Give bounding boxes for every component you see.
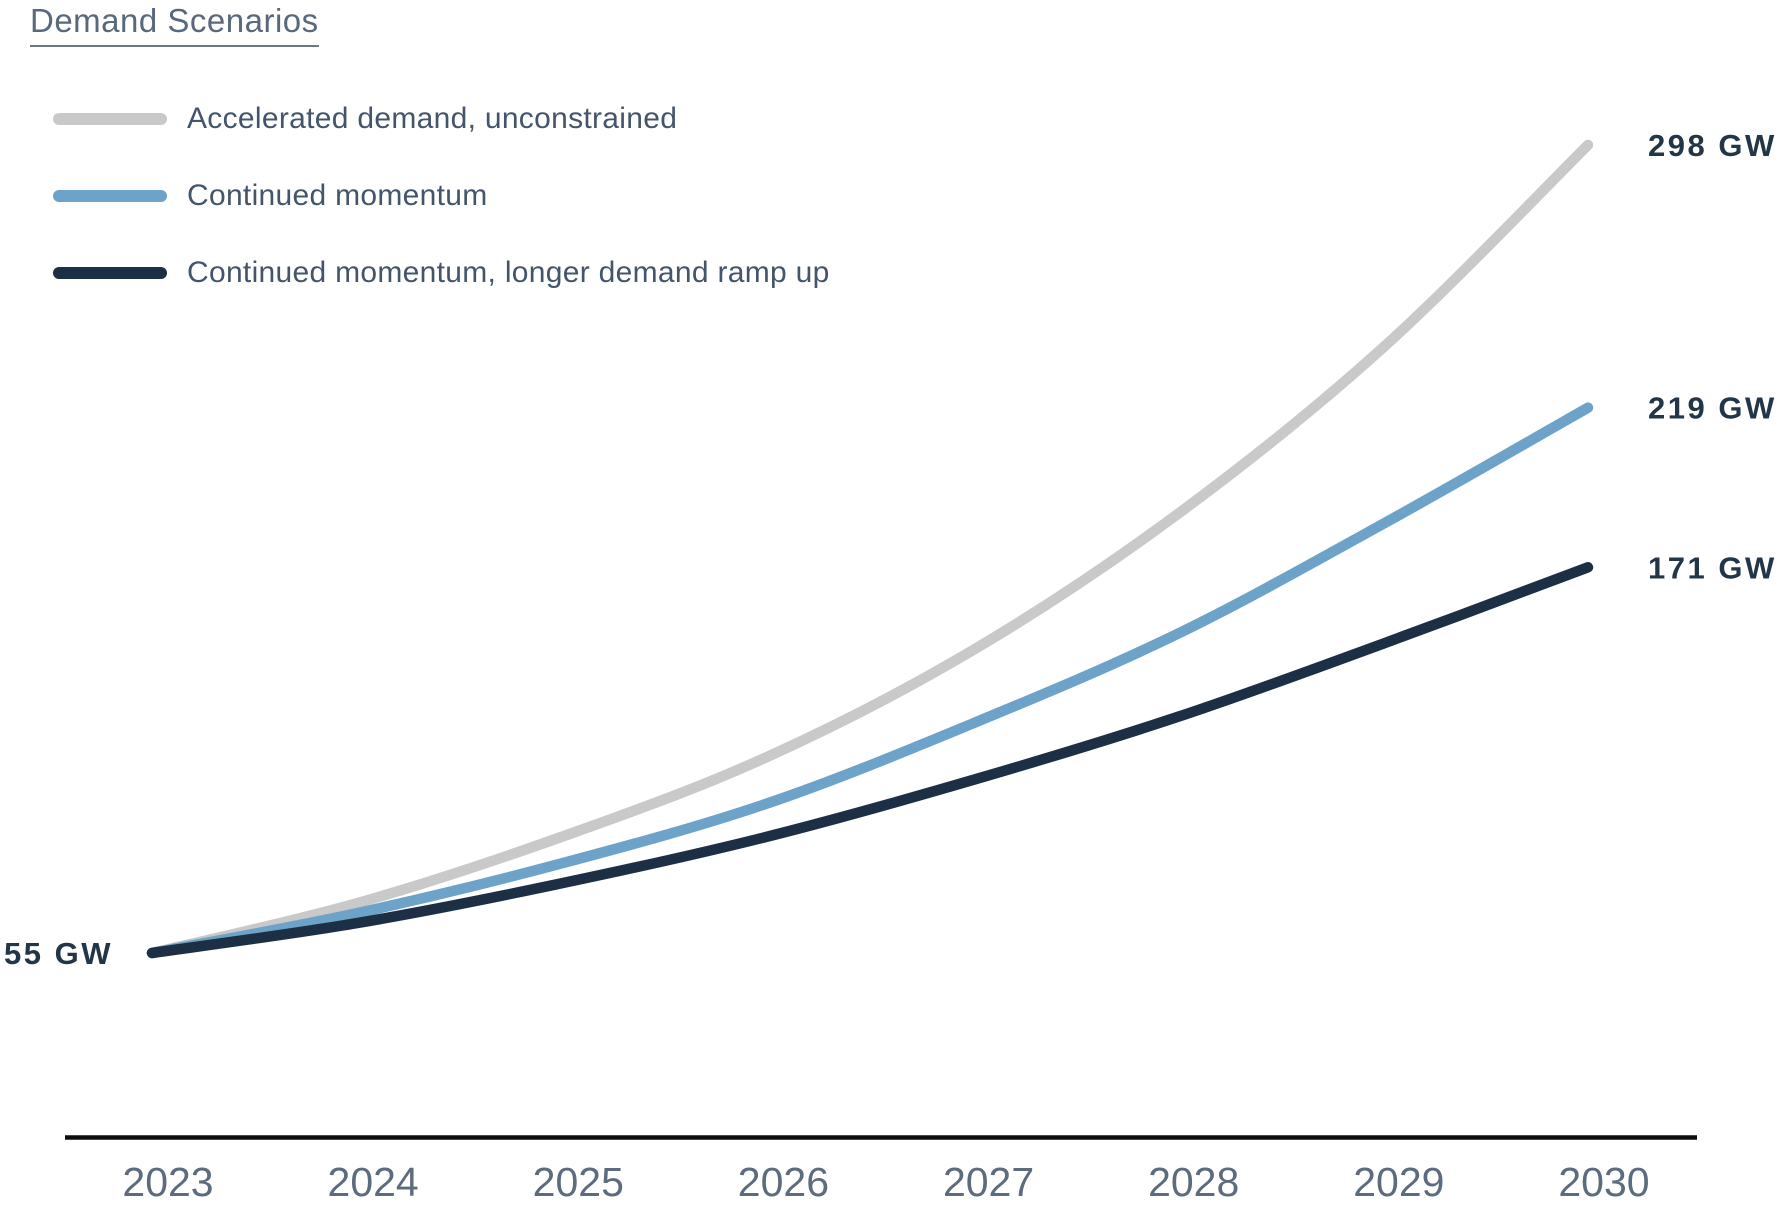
x-tick-label-2028: 2028 xyxy=(1148,1159,1239,1205)
legend-swatch-blue xyxy=(53,189,167,202)
legend-label: Accelerated demand, unconstrained xyxy=(187,101,678,135)
x-tick-label-2023: 2023 xyxy=(122,1159,213,1205)
legend-item-accelerated-demand: Accelerated demand, unconstrained xyxy=(53,80,830,157)
x-tick-label-2026: 2026 xyxy=(738,1159,829,1205)
chart-title: Demand Scenarios xyxy=(30,2,319,47)
x-tick-label-2024: 2024 xyxy=(328,1159,419,1205)
x-tick-label-2030: 2030 xyxy=(1558,1159,1649,1205)
value-label-2: 171 GW xyxy=(1648,550,1777,585)
legend-swatch-navy xyxy=(53,266,167,279)
legend-item-longer-ramp-up: Continued momentum, longer demand ramp u… xyxy=(53,234,830,311)
legend-label: Continued momentum, longer demand ramp u… xyxy=(187,255,830,289)
legend-label: Continued momentum xyxy=(187,178,488,212)
x-tick-label-2027: 2027 xyxy=(943,1159,1034,1205)
series-line-1 xyxy=(146,402,1594,959)
legend: Accelerated demand, unconstrained Contin… xyxy=(53,80,830,311)
legend-swatch-gray xyxy=(53,112,167,125)
x-tick-label-2029: 2029 xyxy=(1353,1159,1444,1205)
value-label-0: 298 GW xyxy=(1648,128,1777,163)
legend-item-continued-momentum: Continued momentum xyxy=(53,157,830,234)
x-tick-label-2025: 2025 xyxy=(533,1159,624,1205)
value-label-1: 219 GW xyxy=(1648,391,1777,426)
start-value-label: 55 GW xyxy=(4,936,113,971)
series-line-2 xyxy=(146,562,1594,959)
series-line-0 xyxy=(146,139,1594,959)
